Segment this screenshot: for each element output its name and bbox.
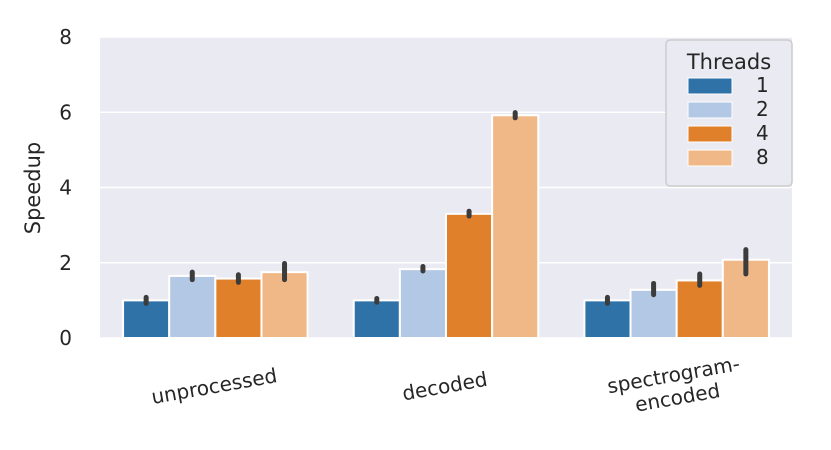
x-tick-labels: unprocessed decoded spectrogram-encoded: [149, 351, 741, 416]
bar: [168, 274, 217, 340]
y-tick-label: 2: [59, 251, 72, 275]
bar: [583, 299, 632, 339]
x-tick-label: spectrogram-encoded: [605, 351, 741, 416]
x-tick-label: unprocessed: [149, 363, 278, 409]
bar: [122, 299, 171, 339]
y-tick-labels: 0 2 4 6 8: [59, 25, 72, 350]
legend-title: Threads: [686, 50, 771, 74]
bar: [260, 271, 309, 339]
legend-label: 1: [756, 73, 769, 97]
legend-label: 4: [756, 121, 769, 145]
legend-swatch: [687, 149, 733, 167]
legend-label: 2: [756, 97, 769, 121]
x-tick-label-line: unprocessed: [149, 363, 278, 409]
y-tick-label: 6: [59, 100, 72, 124]
y-tick-label: 0: [59, 326, 72, 350]
legend-swatch: [687, 125, 733, 143]
error-bars: [143, 110, 749, 306]
bar: [352, 299, 401, 339]
bar: [214, 277, 263, 339]
bar: [445, 212, 494, 339]
legend-label: 8: [756, 145, 769, 169]
x-tick-label-line: decoded: [400, 367, 489, 406]
bar: [675, 279, 724, 339]
bars: [122, 114, 770, 340]
bar: [491, 114, 540, 340]
y-axis-label: Speedup: [21, 142, 45, 234]
y-tick-label: 4: [59, 176, 72, 200]
y-tick-label: 8: [59, 25, 72, 49]
bar: [398, 268, 448, 339]
x-tick-label: decoded: [400, 367, 489, 406]
legend-swatch: [687, 77, 733, 95]
legend-swatch: [687, 101, 733, 119]
